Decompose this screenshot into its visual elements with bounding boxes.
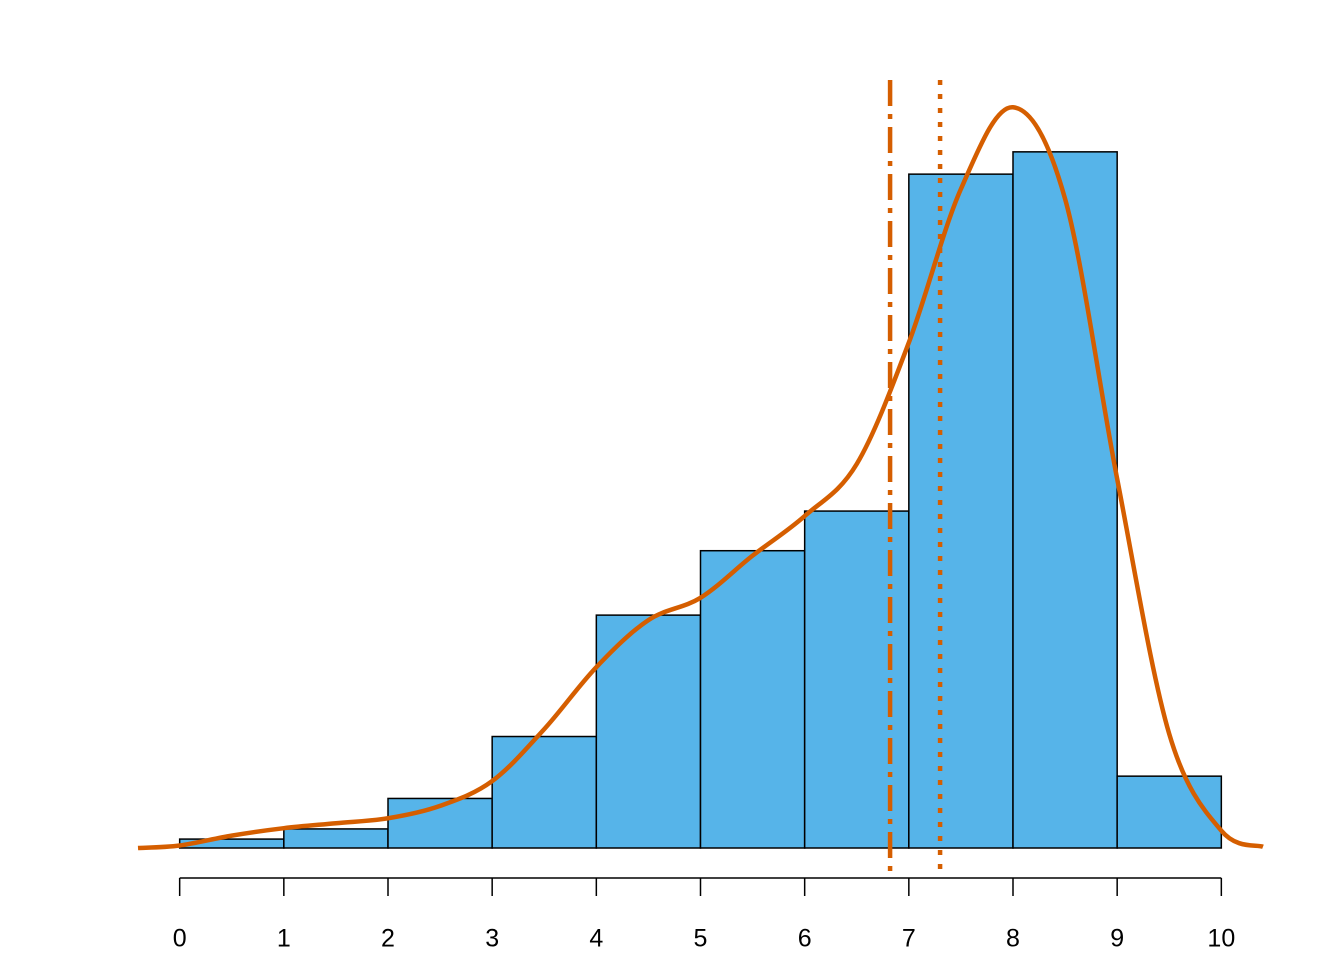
bar xyxy=(283,828,389,849)
x-tick-label: 2 xyxy=(381,925,395,953)
bar xyxy=(595,614,702,849)
bar xyxy=(803,510,910,849)
bar xyxy=(491,735,598,849)
bar xyxy=(908,173,1014,849)
x-tick-label: 8 xyxy=(1006,925,1020,953)
bar xyxy=(1012,151,1118,849)
x-tick-label: 9 xyxy=(1110,925,1124,953)
x-tick-label: 4 xyxy=(589,925,603,953)
x-tick-label: 6 xyxy=(798,925,812,953)
x-tick-label: 10 xyxy=(1207,925,1235,953)
x-tick-label: 7 xyxy=(902,925,916,953)
density-curve xyxy=(137,105,1264,851)
x-tick-label: 3 xyxy=(485,925,499,953)
x-tick-label: 5 xyxy=(694,925,708,953)
x-tick-label: 0 xyxy=(173,925,187,953)
x-tick-label: 1 xyxy=(277,925,291,953)
bar xyxy=(699,549,806,849)
